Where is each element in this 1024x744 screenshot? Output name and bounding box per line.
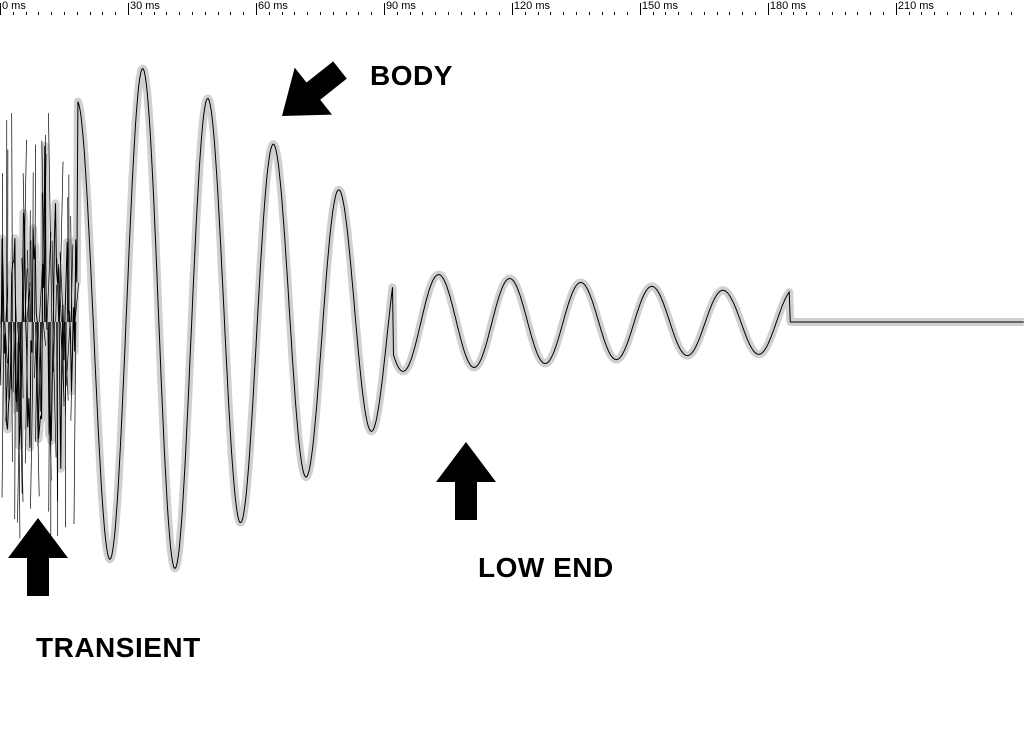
ruler-minor-tick xyxy=(141,12,142,15)
ruler-minor-tick xyxy=(691,12,692,15)
ruler-minor-tick xyxy=(665,12,666,15)
waveform-diagram: { "canvas": { "width": 1024, "height": 7… xyxy=(0,0,1024,744)
lowend-arrow-icon xyxy=(426,402,506,560)
ruler-minor-tick xyxy=(77,12,78,15)
ruler-minor-tick xyxy=(282,12,283,15)
ruler-minor-tick xyxy=(947,12,948,15)
ruler-minor-tick xyxy=(525,12,526,15)
ruler-minor-tick xyxy=(205,12,206,15)
ruler-minor-tick xyxy=(179,12,180,15)
ruler-minor-tick xyxy=(38,12,39,15)
ruler-label: 180 ms xyxy=(770,0,806,12)
ruler-major-tick xyxy=(128,3,129,15)
ruler-label: 210 ms xyxy=(898,0,934,12)
ruler-minor-tick xyxy=(576,12,577,15)
ruler-minor-tick xyxy=(192,12,193,15)
ruler-minor-tick xyxy=(550,12,551,15)
ruler-minor-tick xyxy=(448,12,449,15)
ruler-label: 90 ms xyxy=(386,0,416,12)
ruler-minor-tick xyxy=(397,12,398,15)
ruler-minor-tick xyxy=(1011,12,1012,15)
ruler-minor-tick xyxy=(371,12,372,15)
ruler-minor-tick xyxy=(154,12,155,15)
ruler-minor-tick xyxy=(845,12,846,15)
ruler-minor-tick xyxy=(474,12,475,15)
ruler-major-tick xyxy=(256,3,257,15)
ruler-minor-tick xyxy=(960,12,961,15)
transient-label: TRANSIENT xyxy=(36,632,201,664)
ruler-major-tick xyxy=(384,3,385,15)
ruler-minor-tick xyxy=(973,12,974,15)
ruler-minor-tick xyxy=(921,12,922,15)
ruler-major-tick xyxy=(0,3,1,15)
ruler-minor-tick xyxy=(269,12,270,15)
ruler-minor-tick xyxy=(435,12,436,15)
transient-arrow-icon xyxy=(0,478,78,636)
ruler-minor-tick xyxy=(538,12,539,15)
body-label: BODY xyxy=(370,60,453,92)
ruler-major-tick xyxy=(640,3,641,15)
ruler-minor-tick xyxy=(653,12,654,15)
ruler-minor-tick xyxy=(218,12,219,15)
ruler-minor-tick xyxy=(909,12,910,15)
ruler-minor-tick xyxy=(358,12,359,15)
ruler-minor-tick xyxy=(627,12,628,15)
ruler-minor-tick xyxy=(883,12,884,15)
ruler-minor-tick xyxy=(13,12,14,15)
ruler-minor-tick xyxy=(64,12,65,15)
ruler-minor-tick xyxy=(985,12,986,15)
ruler-minor-tick xyxy=(729,12,730,15)
ruler-minor-tick xyxy=(602,12,603,15)
ruler-minor-tick xyxy=(806,12,807,15)
ruler-minor-tick xyxy=(51,12,52,15)
ruler-minor-tick xyxy=(294,12,295,15)
ruler-minor-tick xyxy=(832,12,833,15)
ruler-minor-tick xyxy=(410,12,411,15)
ruler-minor-tick xyxy=(998,12,999,15)
ruler-minor-tick xyxy=(781,12,782,15)
ruler-label: 60 ms xyxy=(258,0,288,12)
ruler-minor-tick xyxy=(461,12,462,15)
ruler-minor-tick xyxy=(422,12,423,15)
ruler-minor-tick xyxy=(614,12,615,15)
ruler-minor-tick xyxy=(26,12,27,15)
ruler-minor-tick xyxy=(589,12,590,15)
ruler-label: 30 ms xyxy=(130,0,160,12)
ruler-major-tick xyxy=(512,3,513,15)
ruler-minor-tick xyxy=(499,12,500,15)
ruler-minor-tick xyxy=(755,12,756,15)
waveform-fill xyxy=(0,69,1024,569)
ruler-minor-tick xyxy=(678,12,679,15)
ruler-minor-tick xyxy=(166,12,167,15)
ruler-minor-tick xyxy=(486,12,487,15)
ruler-minor-tick xyxy=(704,12,705,15)
ruler-minor-tick xyxy=(742,12,743,15)
ruler-label: 120 ms xyxy=(514,0,550,12)
ruler-major-tick xyxy=(768,3,769,15)
ruler-minor-tick xyxy=(320,12,321,15)
ruler-minor-tick xyxy=(346,12,347,15)
ruler-minor-tick xyxy=(90,12,91,15)
time-ruler: 0 ms 30 ms 60 ms 90 ms 120 ms 150 ms 180 ms 210… xyxy=(0,0,1024,22)
ruler-minor-tick xyxy=(307,12,308,15)
ruler-minor-tick xyxy=(102,12,103,15)
body-arrow-icon xyxy=(242,30,380,156)
ruler-minor-tick xyxy=(230,12,231,15)
ruler-minor-tick xyxy=(793,12,794,15)
ruler-label: 0 ms xyxy=(2,0,26,12)
ruler-label: 150 ms xyxy=(642,0,678,12)
ruler-minor-tick xyxy=(870,12,871,15)
ruler-major-tick xyxy=(896,3,897,15)
ruler-minor-tick xyxy=(563,12,564,15)
ruler-minor-tick xyxy=(857,12,858,15)
ruler-minor-tick xyxy=(934,12,935,15)
ruler-minor-tick xyxy=(717,12,718,15)
ruler-minor-tick xyxy=(115,12,116,15)
ruler-minor-tick xyxy=(819,12,820,15)
ruler-minor-tick xyxy=(243,12,244,15)
ruler-minor-tick xyxy=(333,12,334,15)
waveform-plot xyxy=(0,22,1024,642)
